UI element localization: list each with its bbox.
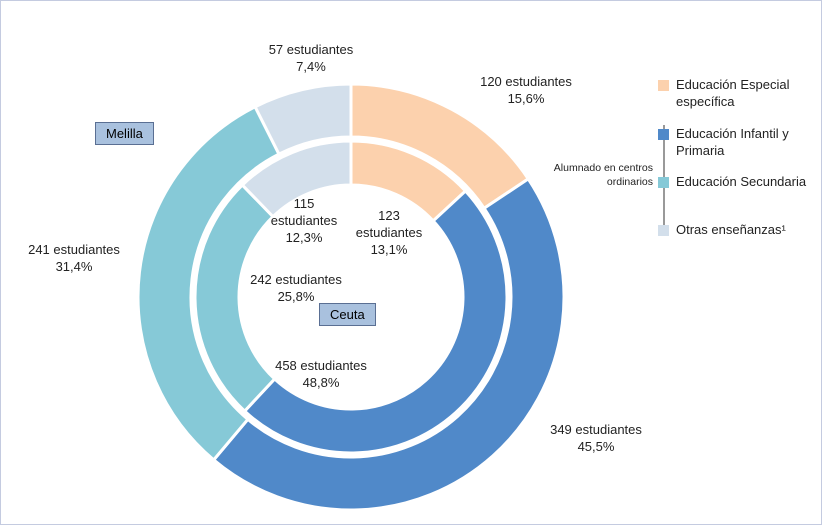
percent-label: 45,5% [577, 439, 615, 454]
legend-label: Otras enseñanzas¹ [676, 222, 786, 237]
donut-segment [136, 104, 281, 462]
percent-label: 25,8% [277, 289, 315, 304]
value-label: 242 estudiantes [250, 272, 342, 287]
legend-swatch [658, 177, 669, 188]
ring-label: Ceuta [319, 303, 376, 326]
legend-swatch [658, 225, 669, 236]
percent-label: 48,8% [302, 375, 340, 390]
value-label: 115 estudiantes [270, 196, 338, 228]
legend-label: Educación Infantil y Primaria [676, 126, 789, 158]
annotation: Alumnado en centros ordinarios [553, 162, 653, 188]
legend-swatch [658, 129, 669, 140]
value-label: 57 estudiantes [268, 42, 354, 57]
value-label: 458 estudiantes [275, 358, 367, 373]
percent-label: 7,4% [296, 59, 326, 74]
donut-segment [242, 188, 509, 455]
value-label: 120 estudiantes [480, 74, 572, 89]
percent-label: 31,4% [55, 259, 93, 274]
legend-label: Educación Especial específica [676, 77, 790, 109]
percent-label: 12,3% [285, 230, 323, 245]
percent-label: 15,6% [507, 91, 545, 106]
donut-segment [211, 176, 566, 512]
donut-segment [240, 139, 353, 219]
value-label: 241 estudiantes [28, 242, 120, 257]
value-label: 123 estudiantes [355, 208, 423, 240]
donut-segment [253, 82, 353, 157]
value-label: 349 estudiantes [550, 422, 642, 437]
percent-label: 13,1% [370, 242, 408, 257]
legend-label: Educación Secundaria [676, 174, 807, 189]
ring-label: Melilla [95, 122, 154, 145]
legend-swatch [658, 80, 669, 91]
